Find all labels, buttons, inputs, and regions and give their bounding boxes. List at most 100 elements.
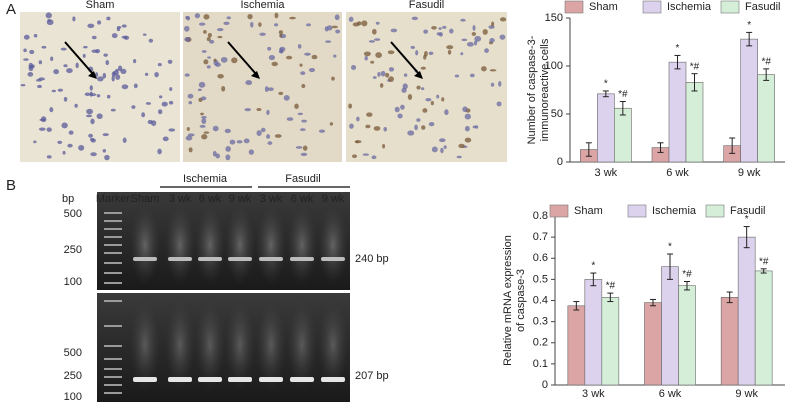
cell (268, 54, 276, 61)
ladder-band (104, 325, 122, 327)
cell (425, 97, 432, 102)
cell (23, 34, 30, 40)
unit-label: bp (62, 193, 74, 205)
cell (216, 27, 224, 32)
x-tick-label: 3 wk (582, 388, 605, 400)
cell (75, 62, 79, 69)
cell (61, 122, 68, 129)
cell (454, 74, 460, 78)
error-bar (674, 54, 681, 70)
cell (375, 21, 380, 25)
cell (286, 55, 293, 60)
cell (250, 21, 254, 28)
cell (279, 33, 283, 38)
y-tick-label: 0 (542, 379, 548, 391)
cell (104, 154, 110, 161)
cell (301, 119, 308, 123)
cell (464, 137, 472, 143)
cell (456, 155, 462, 159)
band (198, 377, 222, 382)
cell (331, 25, 338, 29)
micrograph (20, 12, 180, 162)
y-axis-label: Relative mRNA expression (502, 235, 514, 366)
cell (289, 16, 296, 20)
cell (385, 72, 390, 78)
cell (295, 146, 303, 149)
y-tick-label: 0.8 (533, 210, 548, 222)
cell (380, 70, 386, 77)
cell (349, 123, 354, 129)
cell (286, 117, 294, 121)
cell (86, 108, 94, 115)
cell (106, 16, 111, 21)
cell (221, 85, 226, 92)
cell (188, 147, 193, 153)
cell (186, 16, 191, 21)
cell (84, 92, 91, 96)
lane-label: Marker (96, 193, 131, 205)
cell (201, 116, 207, 119)
cell (145, 102, 152, 105)
legend-swatch (549, 204, 569, 218)
cell (397, 113, 403, 119)
error-bar (726, 291, 733, 304)
ladder-band (104, 236, 122, 238)
legend-swatch (720, 0, 740, 14)
cell (428, 121, 435, 127)
cell (423, 54, 427, 60)
ladder-band (104, 282, 122, 284)
cell (203, 30, 207, 34)
error-bar (573, 301, 580, 311)
legend-swatch (627, 204, 647, 218)
cell (184, 25, 190, 32)
legend-label: Ischemia (652, 205, 697, 217)
y-tick-label: 0.1 (533, 358, 548, 370)
y-tick-label: 0.2 (533, 337, 548, 349)
cell (201, 118, 207, 124)
ladder-band (104, 212, 122, 214)
cell (29, 49, 35, 55)
smear (225, 205, 255, 285)
cell (490, 82, 495, 87)
group-label: Fasudil (285, 173, 320, 185)
lane-label: Sham (131, 193, 160, 205)
significance: * (668, 242, 672, 253)
y-tick-label: 0 (557, 156, 563, 168)
cell (144, 72, 149, 76)
cell (481, 66, 487, 72)
cell (248, 149, 255, 155)
cell (215, 153, 221, 159)
cell (484, 48, 489, 53)
band (198, 257, 222, 261)
y-tick-label: 0.4 (533, 294, 548, 306)
bar (757, 74, 775, 163)
cell (352, 22, 360, 27)
cell (154, 72, 159, 78)
smear (195, 300, 225, 390)
cell (440, 147, 444, 154)
cell (438, 27, 442, 30)
cell (217, 73, 224, 79)
micrographs: Sham Ischemia Fasudil (20, 0, 507, 162)
cell (169, 87, 173, 91)
x-tick-label: 6 wk (659, 388, 682, 400)
band (290, 377, 314, 382)
ladder-band (104, 244, 122, 246)
cell (466, 41, 474, 47)
error-bar (657, 142, 664, 153)
cell (20, 83, 26, 87)
arrow (390, 41, 420, 75)
cell (308, 68, 316, 73)
smear (225, 300, 255, 390)
error-bar (729, 137, 736, 154)
cell (382, 144, 386, 149)
ladder-band (104, 358, 122, 360)
cell (390, 28, 398, 33)
cell (368, 40, 376, 43)
cell (121, 24, 127, 28)
cell (366, 112, 373, 117)
smear (256, 205, 286, 285)
legend-label: Sham (589, 1, 618, 13)
gel: Ischemia Fasudil bp 240 bp 207 bp Marker… (62, 173, 389, 403)
